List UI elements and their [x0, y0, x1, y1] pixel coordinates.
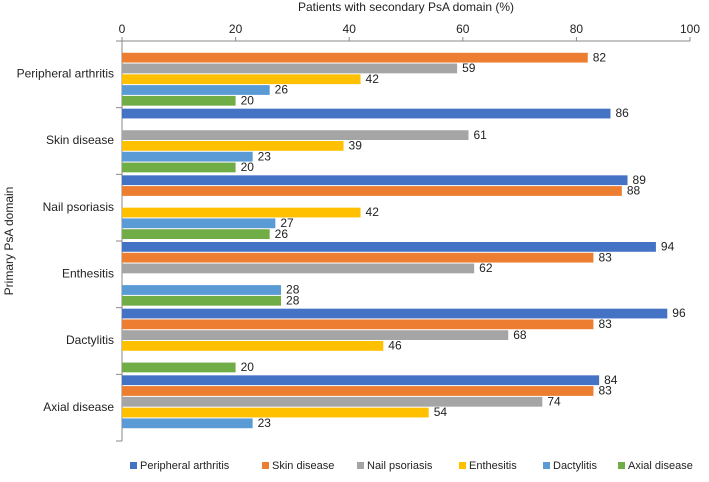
y-tick-label: Enthesitis [62, 267, 114, 281]
bar [122, 207, 361, 218]
value-label: 82 [593, 50, 607, 64]
chart-title: Patients with secondary PsA domain (%) [298, 0, 514, 14]
legend-swatch [130, 462, 137, 469]
value-label: 84 [604, 373, 618, 387]
x-tick-label: 60 [456, 22, 470, 36]
value-label: 26 [275, 83, 289, 97]
y-tick-label: Nail psoriasis [43, 200, 114, 214]
bar [122, 386, 594, 396]
bar [122, 285, 282, 295]
y-tick-label: Axial disease [43, 400, 114, 414]
bar [122, 130, 469, 140]
value-label: 83 [598, 250, 612, 264]
legend-label: Skin disease [272, 460, 334, 472]
value-label: 20 [241, 160, 255, 174]
legend-swatch [543, 462, 550, 469]
value-label: 68 [513, 328, 527, 342]
bar [122, 229, 270, 239]
value-label: 83 [598, 384, 612, 398]
value-label: 59 [462, 61, 476, 75]
value-label: 20 [241, 360, 255, 374]
value-label: 26 [275, 227, 289, 241]
legend-swatch [459, 462, 466, 469]
bar [122, 186, 622, 196]
value-label: 20 [241, 93, 255, 107]
value-label: 23 [258, 149, 272, 163]
bar [122, 407, 429, 418]
y-tick-label: Peripheral arthritis [17, 67, 114, 81]
legend-label: Peripheral arthritis [140, 460, 230, 472]
bar [122, 308, 668, 319]
x-tick-label: 100 [680, 22, 700, 36]
x-tick-label: 20 [229, 22, 243, 36]
x-tick-label: 80 [570, 22, 584, 36]
bar [122, 319, 594, 330]
bar [122, 175, 628, 186]
bar [122, 375, 600, 386]
bar [122, 252, 594, 263]
legend-label: Nail psoriasis [367, 460, 433, 472]
y-tick-label: Dactylitis [66, 333, 114, 347]
legend-swatch [262, 462, 269, 469]
bar [122, 74, 361, 85]
bar [122, 330, 509, 340]
bar [122, 85, 270, 95]
value-label: 28 [286, 283, 300, 297]
value-label: 54 [434, 405, 448, 419]
value-label: 42 [366, 205, 380, 219]
bar [122, 108, 611, 119]
y-tick-label: Skin disease [46, 133, 114, 147]
value-label: 94 [661, 240, 675, 254]
legend-label: Dactylitis [553, 460, 598, 472]
value-label: 83 [598, 317, 612, 331]
bar [122, 362, 236, 373]
value-label: 61 [473, 128, 487, 142]
bar [122, 151, 253, 162]
bar [122, 95, 236, 106]
value-label: 39 [349, 139, 363, 153]
bar [122, 295, 282, 306]
value-label: 74 [547, 394, 561, 408]
value-label: 23 [258, 416, 272, 430]
value-label: 27 [280, 216, 294, 230]
x-tick-label: 0 [119, 22, 126, 36]
y-axis-title: Primary PsA domain [2, 187, 16, 296]
bar [122, 218, 276, 229]
value-label: 28 [286, 293, 300, 307]
bar [122, 63, 458, 74]
legend-swatch [357, 462, 364, 469]
bar [122, 341, 384, 351]
value-label: 88 [627, 184, 641, 198]
value-label: 46 [388, 339, 402, 353]
bar [122, 52, 588, 63]
value-label: 42 [366, 72, 380, 86]
bar [122, 396, 543, 407]
bar [122, 141, 344, 151]
value-label: 86 [615, 106, 629, 120]
legend-swatch [618, 462, 625, 469]
x-tick-label: 40 [343, 22, 357, 36]
bar [122, 263, 475, 274]
legend-label: Enthesitis [469, 460, 517, 472]
legend-label: Axial disease [628, 460, 693, 472]
bar [122, 242, 656, 252]
value-label: 96 [672, 306, 686, 320]
bar [122, 418, 253, 429]
bar [122, 162, 236, 173]
value-label: 62 [479, 261, 493, 275]
value-label: 89 [633, 173, 647, 187]
